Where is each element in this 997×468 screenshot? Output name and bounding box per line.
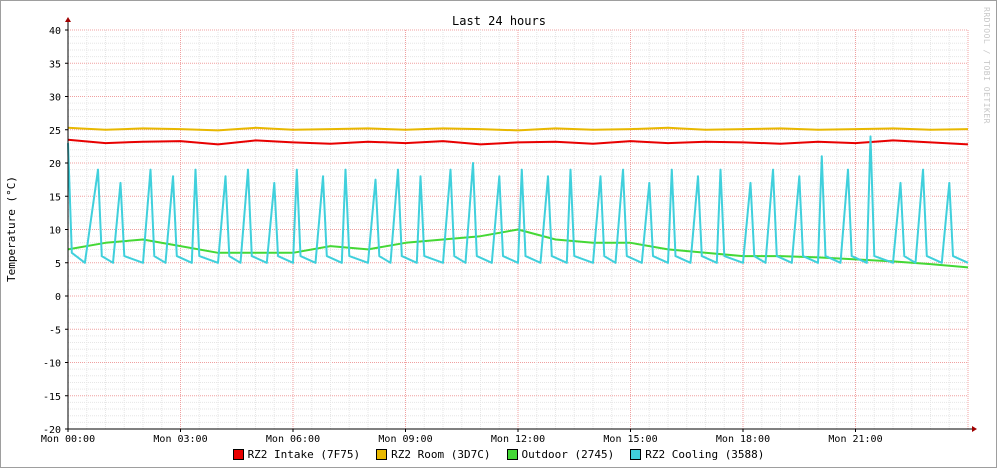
y-tick-label: 40 <box>49 26 61 37</box>
legend-label: RZ2 Room (3D7C) <box>391 447 491 461</box>
x-axis-arrow <box>972 426 977 432</box>
axes <box>65 17 977 432</box>
legend-swatch <box>630 448 642 460</box>
y-tick-label: -10 <box>43 359 61 370</box>
series-line-2 <box>67 126 969 132</box>
credit-label: RRDTOOL / TOBI OETIKER <box>982 7 991 124</box>
y-tick-label: 15 <box>49 192 61 203</box>
x-tick-label: Mon 00:00 <box>41 434 95 445</box>
series-line-4 <box>67 135 969 264</box>
y-tick-label: 5 <box>55 259 61 270</box>
x-tick-label: Mon 21:00 <box>828 434 882 445</box>
legend-swatch <box>232 448 244 460</box>
legend-swatch <box>376 448 388 460</box>
legend: RZ2 Intake (7F75) RZ2 Room (3D7C) Outdoor … <box>1 446 996 462</box>
legend-item: Outdoor (2745) <box>506 447 615 461</box>
series-lines <box>67 126 969 269</box>
x-tick-label: Mon 18:00 <box>716 434 770 445</box>
y-axis-label: Temperature (°C) <box>5 176 18 282</box>
legend-item: RZ2 Cooling (3588) <box>630 448 764 461</box>
legend-swatch <box>506 448 518 460</box>
y-tick-label: -20 <box>43 425 61 436</box>
y-tick-label: 0 <box>55 292 61 303</box>
y-tick-label: -15 <box>43 392 61 403</box>
legend-item: RZ2 Intake (7F75) <box>232 447 361 461</box>
grid <box>67 29 969 430</box>
x-tick-label: Mon 12:00 <box>491 434 545 445</box>
y-tick-label: 35 <box>49 59 61 70</box>
legend-label: RZ2 Cooling (3588) <box>645 447 765 461</box>
y-tick-label: 20 <box>49 159 61 170</box>
legend-item: RZ2 Room (3D7C) <box>376 447 491 461</box>
legend-label: Outdoor (2745) <box>521 447 615 461</box>
y-tick-label: -5 <box>49 325 61 336</box>
x-tick-label: Mon 03:00 <box>153 434 207 445</box>
y-axis-arrow <box>65 17 71 22</box>
y-tick-label: 30 <box>49 93 61 104</box>
x-tick-label: Mon 06:00 <box>266 434 320 445</box>
y-tick-label: 25 <box>49 126 61 137</box>
y-tick-label: 10 <box>49 226 61 237</box>
legend-label: RZ2 Intake (7F75) <box>247 447 361 461</box>
x-tick-label: Mon 09:00 <box>378 434 432 445</box>
series-line-1 <box>67 138 969 146</box>
x-tick-label: Mon 15:00 <box>603 434 657 445</box>
chart-title: Last 24 hours <box>452 14 546 28</box>
